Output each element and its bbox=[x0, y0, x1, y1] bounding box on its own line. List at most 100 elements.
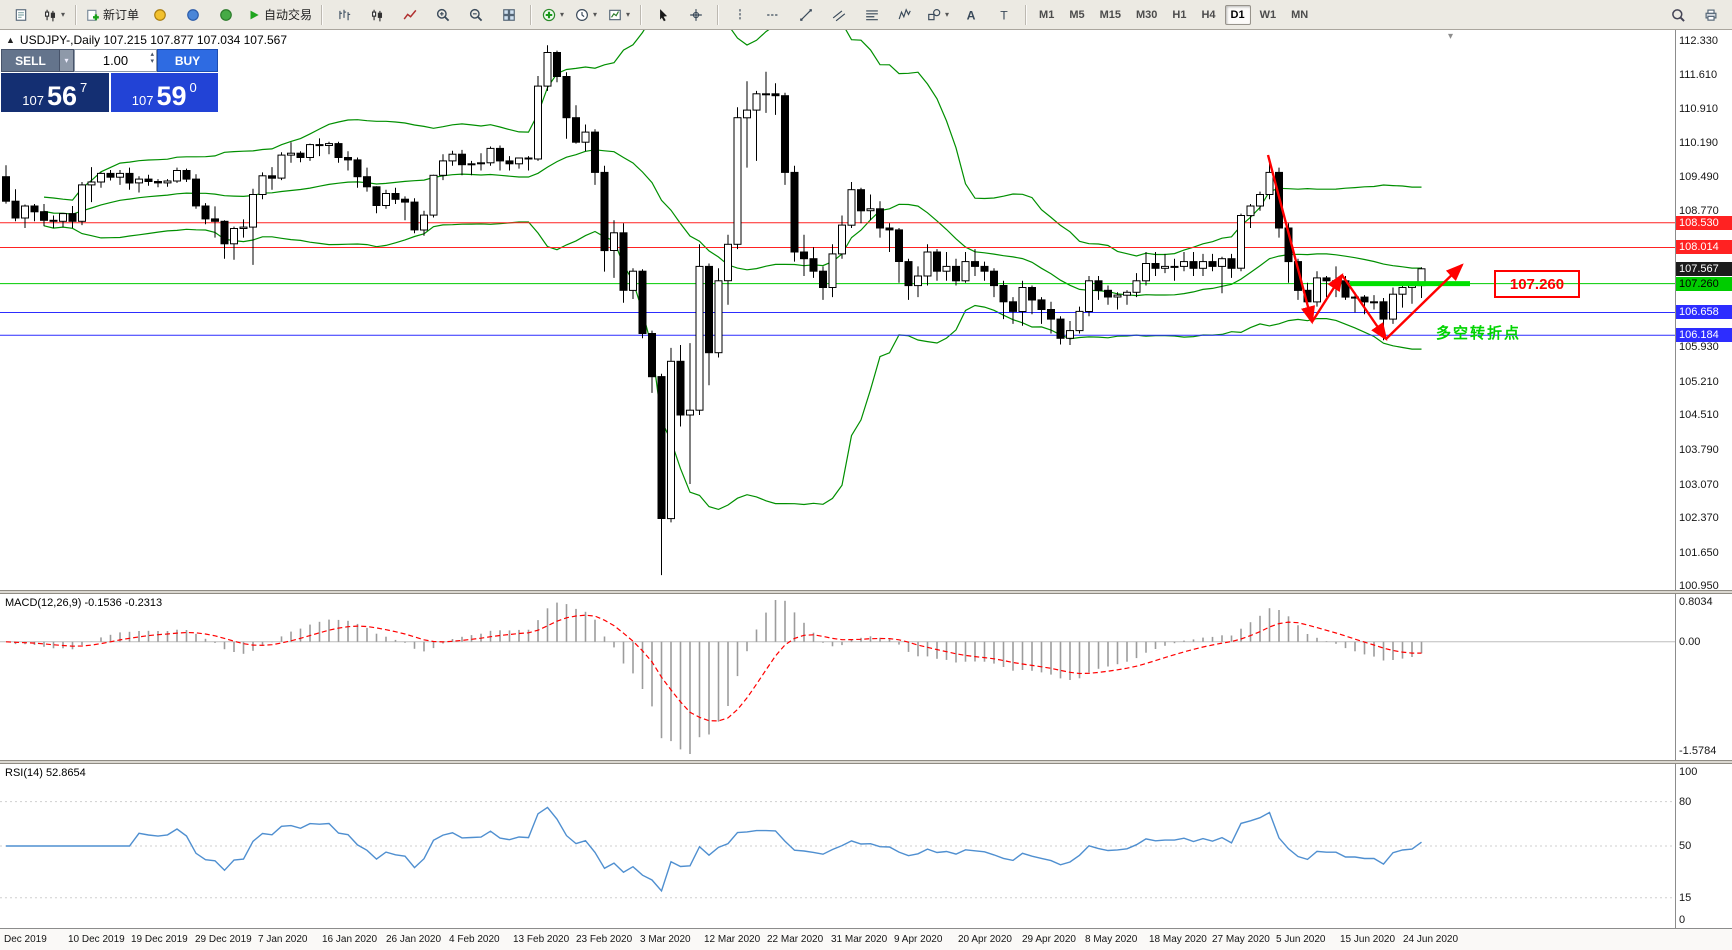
volume-spinner[interactable]: ▴ ▾ bbox=[150, 51, 154, 65]
channel-button[interactable] bbox=[823, 2, 855, 28]
toolbar-separator bbox=[75, 4, 77, 25]
buy-price-button[interactable]: 107 59 0 bbox=[110, 73, 218, 112]
buy-price-main: 59 bbox=[156, 81, 187, 112]
price-tick: 102.370 bbox=[1679, 512, 1719, 524]
text-icon: A bbox=[964, 8, 978, 22]
vertical-line-button[interactable] bbox=[724, 2, 756, 28]
market-button[interactable] bbox=[210, 2, 242, 28]
macd-axis-tick: -1.5784 bbox=[1679, 745, 1717, 757]
time-axis-label: 18 May 2020 bbox=[1149, 934, 1207, 945]
macd-panel[interactable] bbox=[0, 594, 1675, 760]
chevron-down-icon: ▾ bbox=[593, 10, 598, 19]
timeframe-h1[interactable]: H1 bbox=[1172, 8, 1187, 21]
new-order-button[interactable]: 新订单 bbox=[82, 2, 143, 28]
rsi-canvas[interactable] bbox=[0, 764, 1675, 928]
trendline-button[interactable] bbox=[790, 2, 822, 28]
timeframe-d1[interactable]: D1 bbox=[1224, 4, 1251, 25]
trade-panel-collapse-icon[interactable]: ▲ bbox=[6, 35, 15, 45]
panel-splitter[interactable] bbox=[0, 760, 1732, 764]
macd-canvas[interactable] bbox=[0, 594, 1675, 760]
zoom-out-button[interactable] bbox=[460, 2, 492, 28]
scroll-to-end-icon[interactable]: ▾ bbox=[1448, 31, 1454, 42]
zoom-out-icon bbox=[469, 8, 483, 22]
rsi-axis[interactable] bbox=[1675, 764, 1732, 928]
timeframe-m1[interactable]: M1 bbox=[1039, 8, 1055, 21]
tile-windows-button[interactable] bbox=[493, 2, 525, 28]
trend-arrow-annotation[interactable] bbox=[1341, 274, 1388, 341]
crosshair-button[interactable] bbox=[680, 2, 712, 28]
panel-splitter[interactable] bbox=[0, 590, 1732, 594]
cursor-button[interactable] bbox=[647, 2, 679, 28]
periods-dropdown[interactable]: ▾ bbox=[570, 2, 602, 28]
candles-chart-icon bbox=[370, 8, 384, 22]
trend-arrow-annotation[interactable] bbox=[1310, 272, 1344, 323]
turning-point-label[interactable]: 多空转折点 bbox=[1436, 325, 1522, 342]
macd-axis[interactable] bbox=[1675, 594, 1732, 760]
trend-arrow-annotation[interactable] bbox=[1385, 263, 1464, 340]
print-icon bbox=[1704, 8, 1718, 22]
price-tick: 103.790 bbox=[1679, 444, 1719, 456]
volume-input[interactable]: 1.00 ▴ ▾ bbox=[74, 49, 157, 72]
alerts-button[interactable] bbox=[144, 2, 176, 28]
community-icon bbox=[186, 8, 200, 22]
sell-button[interactable]: SELL bbox=[1, 49, 60, 72]
timeframe-m30[interactable]: M30 bbox=[1136, 8, 1158, 21]
chart-list-dropdown[interactable]: ▾ bbox=[38, 2, 70, 28]
price-level-label: 107.260 bbox=[1676, 277, 1732, 291]
line-chart-button[interactable] bbox=[394, 2, 426, 28]
bars-chart-button[interactable] bbox=[328, 2, 360, 28]
label-button[interactable]: T bbox=[988, 2, 1020, 28]
fibonacci-button[interactable] bbox=[856, 2, 888, 28]
timeframe-h4[interactable]: H4 bbox=[1201, 8, 1216, 21]
auto-trading-button[interactable]: 自动交易 bbox=[243, 2, 316, 28]
trend-arrow-annotation[interactable] bbox=[1266, 154, 1315, 325]
volume-value: 1.00 bbox=[102, 53, 129, 68]
macd-indicator-label: MACD(12,26,9) -0.1536 -0.2313 bbox=[5, 597, 163, 609]
indicators-dropdown[interactable]: ▾ bbox=[537, 2, 569, 28]
price-annotation-box[interactable]: 107.260 bbox=[1494, 270, 1580, 298]
price-tick: 100.950 bbox=[1679, 580, 1719, 592]
rsi-panel[interactable] bbox=[0, 764, 1675, 928]
price-level-label: 107.567 bbox=[1676, 262, 1732, 276]
print-button[interactable] bbox=[1695, 2, 1727, 28]
time-axis-label: 29 Dec 2019 bbox=[195, 934, 252, 945]
toolbar-separator bbox=[717, 4, 720, 25]
volume-dropdown-icon[interactable]: ▾ bbox=[60, 49, 74, 72]
community-button[interactable] bbox=[177, 2, 209, 28]
chart-window-button[interactable] bbox=[5, 2, 37, 28]
horizontal-line-icon bbox=[766, 8, 780, 22]
elliott-wave-icon bbox=[898, 7, 912, 22]
time-axis-label: 7 Jan 2020 bbox=[258, 934, 308, 945]
fibonacci-icon bbox=[865, 8, 879, 22]
timeframe-mn[interactable]: MN bbox=[1291, 8, 1309, 21]
price-chart-canvas[interactable] bbox=[0, 0, 1675, 590]
timeframe-w1[interactable]: W1 bbox=[1259, 8, 1277, 21]
time-axis-label: 12 Mar 2020 bbox=[704, 934, 761, 945]
timeframe-m15[interactable]: M15 bbox=[1099, 8, 1121, 21]
sell-price-sup: 7 bbox=[80, 80, 88, 95]
toolbar-separator bbox=[1025, 4, 1028, 25]
elliott-wave-button[interactable] bbox=[889, 2, 921, 28]
buy-button[interactable]: BUY bbox=[157, 49, 218, 72]
main-chart-panel[interactable] bbox=[0, 0, 1675, 590]
templates-dropdown[interactable]: ▾ bbox=[603, 2, 635, 28]
toolbar-separator bbox=[640, 4, 643, 25]
horizontal-line-button[interactable] bbox=[757, 2, 789, 28]
sell-price-button[interactable]: 107 56 7 bbox=[1, 73, 109, 112]
text-button[interactable]: A bbox=[955, 2, 987, 28]
templates-icon bbox=[608, 8, 622, 22]
time-axis[interactable]: Dec 2019 10 Dec 2019 19 Dec 2019 29 Dec 201… bbox=[0, 928, 1732, 950]
crosshair-icon bbox=[689, 8, 703, 22]
price-level-label: 106.184 bbox=[1676, 328, 1732, 342]
shapes-dropdown[interactable]: ▾ bbox=[922, 2, 954, 28]
timeframe-m5[interactable]: M5 bbox=[1069, 8, 1085, 21]
chevron-down-icon: ▾ bbox=[626, 10, 631, 19]
chart-window-icon bbox=[14, 8, 28, 22]
search-button[interactable] bbox=[1662, 2, 1694, 28]
candles-chart-button[interactable] bbox=[361, 2, 393, 28]
svg-text:A: A bbox=[967, 8, 976, 22]
zoom-in-button[interactable] bbox=[427, 2, 459, 28]
time-axis-label: 16 Jan 2020 bbox=[322, 934, 378, 945]
main-toolbar: ▾ 新订单 自动交易 ▾ ▾ ▾ ▾ A T M1 M5 M15 M30 H1 H4 D1 W1 MN bbox=[0, 0, 1732, 30]
bars-chart-icon bbox=[337, 8, 351, 22]
